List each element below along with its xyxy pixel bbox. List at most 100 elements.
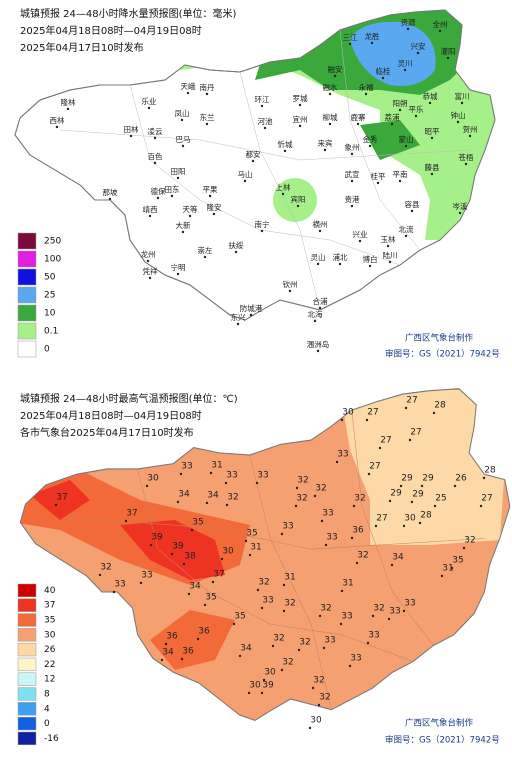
city-dot — [296, 204, 300, 208]
city-dot — [350, 204, 354, 208]
city-label: 贵港 — [345, 194, 360, 204]
station-dot — [408, 438, 412, 442]
temperature-label: 32 — [354, 494, 365, 504]
city-label: 三江 — [343, 33, 358, 42]
station-dot — [54, 503, 58, 507]
station-dot — [179, 472, 183, 476]
city-dot — [263, 126, 267, 130]
city-label: 那坡 — [103, 187, 118, 197]
city-dot — [348, 42, 352, 46]
city-label: 苍梧 — [459, 152, 474, 162]
city-dot — [66, 107, 70, 111]
city-label: 罗城 — [293, 94, 308, 103]
legend-label: 26 — [44, 645, 56, 655]
temperature-label: 32 — [227, 493, 238, 503]
city-label: 钦州 — [283, 279, 298, 289]
legend-swatch — [17, 672, 37, 686]
legend-swatch — [17, 304, 37, 322]
city-label: 博白 — [363, 254, 378, 264]
city-dot — [403, 68, 407, 72]
station-dot — [244, 539, 248, 543]
temperature-label: 33 — [181, 462, 192, 472]
city-label: 柳城 — [323, 112, 338, 122]
city-label: 靖西 — [143, 204, 158, 214]
city-label: 金秀 — [363, 134, 378, 144]
station-dot — [295, 486, 299, 490]
station-dot — [378, 446, 382, 450]
temperature-label: 32 — [273, 634, 284, 644]
city-label: 宁明 — [171, 262, 186, 272]
city-dot — [406, 27, 410, 31]
temperature-label: 34 — [189, 582, 201, 592]
station-dot — [387, 617, 391, 621]
legend-label: 0.1 — [44, 327, 58, 337]
station-dot — [367, 472, 371, 476]
legend-label: 12 — [44, 675, 55, 685]
station-dot — [248, 553, 252, 557]
temperature-label: 33 — [141, 571, 152, 581]
city-dot — [390, 122, 394, 126]
legend-swatch — [17, 687, 37, 701]
station-dot — [320, 519, 324, 523]
city-dot — [236, 322, 240, 326]
temperature-label: 34 — [240, 644, 252, 654]
city-label: 马山 — [238, 169, 253, 179]
city-label: 涠洲岛 — [307, 339, 330, 349]
legend-label: 10 — [44, 309, 56, 319]
station-dot — [224, 481, 228, 485]
station-dot — [211, 580, 215, 584]
city-dot — [404, 144, 408, 148]
city-label: 田林 — [124, 124, 139, 134]
city-dot — [410, 209, 414, 213]
legend-label: 4 — [44, 704, 50, 714]
station-dot — [164, 642, 168, 646]
city-label: 南宁 — [255, 219, 270, 229]
legend-swatch — [17, 250, 37, 268]
temperature-label: 31 — [211, 461, 222, 471]
temperature-label: 32 — [258, 578, 269, 588]
station-dot — [203, 603, 207, 607]
temperature-label: 34 — [207, 491, 219, 501]
city-label: 田阳 — [171, 167, 186, 176]
approval: 审图号：GS（2021）7942号 — [385, 735, 500, 746]
city-dot — [260, 104, 264, 108]
temperature-label: 30 — [264, 668, 276, 678]
city-dot — [316, 349, 320, 353]
city-label: 都安 — [246, 149, 261, 159]
legend-label: 37 — [44, 601, 55, 611]
city-label: 荔浦 — [385, 112, 400, 122]
station-dot — [220, 557, 224, 561]
station-dot — [482, 476, 486, 480]
station-dot — [410, 500, 414, 504]
credit: 广西区气象台制作 — [405, 718, 474, 729]
station-dot — [260, 606, 264, 610]
legend-swatch — [17, 598, 37, 612]
county-borders — [59, 29, 471, 311]
city-label: 西林 — [50, 115, 65, 125]
city-dot — [186, 91, 190, 95]
city-dot — [203, 255, 207, 259]
temperature-label: 35 — [192, 518, 203, 528]
temperature-label: 34 — [162, 648, 174, 658]
temperature-label: 27 — [410, 428, 421, 438]
city-label: 天峨 — [181, 81, 196, 91]
city-dot — [249, 313, 253, 317]
city-dot — [205, 122, 209, 126]
city-dot — [313, 319, 317, 323]
temperature-label: 33 — [341, 612, 352, 622]
station-dot — [339, 622, 343, 626]
temperature-label: 32 — [296, 494, 307, 504]
city-label: 藤县 — [425, 162, 440, 172]
temperature-label: 32 — [319, 693, 330, 703]
temperature-label: 33 — [226, 471, 237, 481]
city-dot — [170, 194, 174, 198]
temperature-label: 32 — [313, 676, 324, 686]
city-label: 平南 — [393, 169, 408, 179]
station-dot — [124, 519, 128, 523]
legend-label: 0 — [44, 719, 50, 729]
city-dot — [156, 196, 160, 200]
station-dot — [340, 589, 344, 593]
city-label: 乐业 — [142, 96, 157, 106]
legend-swatch — [17, 340, 37, 358]
